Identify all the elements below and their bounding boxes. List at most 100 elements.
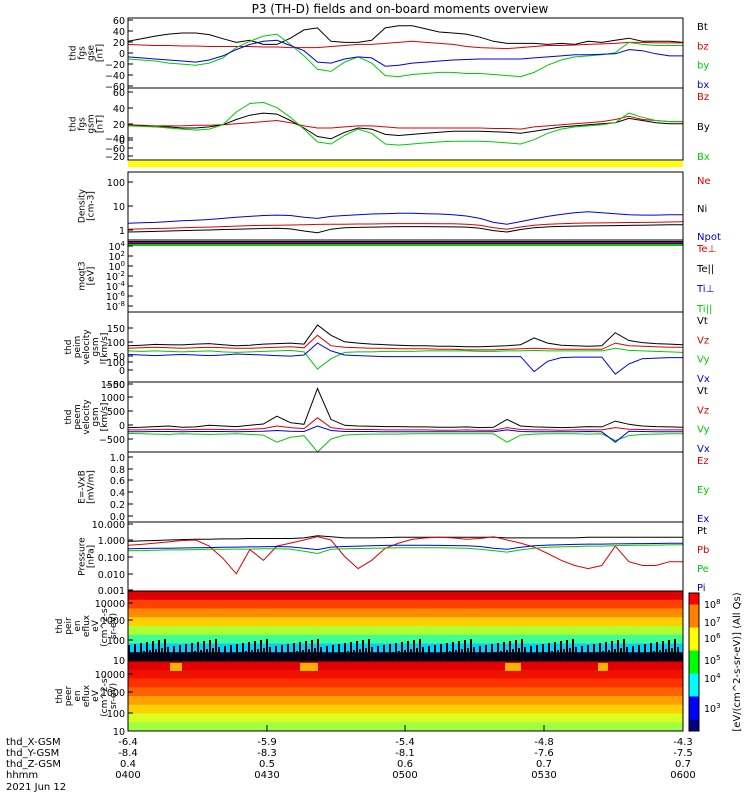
y-tick-label: 1.000 <box>98 536 125 547</box>
colorbar-segment <box>689 629 699 633</box>
colorbar-segment <box>689 599 699 603</box>
series-line-vx <box>127 342 683 375</box>
spectrogram-noise <box>485 645 487 661</box>
y-label-line: [mV/m] <box>87 470 97 504</box>
spectrogram-noise <box>128 645 130 661</box>
legend-vy: Vy <box>697 355 710 366</box>
spectrogram-noise <box>569 648 571 661</box>
spectrogram-noise <box>191 643 193 661</box>
legend-te⊥: Te⊥ <box>696 244 716 255</box>
spectrogram-noise <box>548 643 550 661</box>
spectrogram-noise <box>524 647 526 661</box>
y-tick-label: 10 <box>113 656 125 667</box>
y-tick-label: 100 <box>108 260 125 273</box>
spectrogram-noise <box>644 644 646 661</box>
spectrogram-noise <box>560 641 562 661</box>
spectrogram-noise <box>350 642 352 661</box>
spectrogram-noise <box>176 654 178 661</box>
colorbar-segment <box>689 698 699 702</box>
spectrogram-noise <box>146 642 148 661</box>
y-label-line: [nPa] <box>87 545 97 568</box>
spectrogram-noise <box>251 650 253 661</box>
colorbar-segment <box>689 657 699 661</box>
y-label-line: en <box>73 690 83 701</box>
spectrogram-noise <box>527 655 529 661</box>
y-tick-label: 20 <box>113 120 125 131</box>
figure-title: P3 (TH-D) fields and on-board moments ov… <box>252 2 549 16</box>
series-line-pi <box>127 542 683 551</box>
spectrogram-noise <box>212 648 214 661</box>
series-line-vy <box>127 347 684 370</box>
y-tick-label: 100 <box>107 338 125 349</box>
y-label-line: [km/s] <box>100 403 110 432</box>
spectrogram-noise <box>203 641 205 661</box>
spectrogram-noise <box>188 652 190 661</box>
spectrogram-noise <box>194 651 196 661</box>
legend-ti⊥: Ti⊥ <box>696 284 714 295</box>
y-label-line: thd <box>69 117 79 132</box>
y-tick-label: 104 <box>108 240 125 253</box>
spectrogram-noise <box>215 639 217 661</box>
y-label-line: sr-eV) <box>109 683 119 709</box>
series-line-vt <box>127 387 684 429</box>
y-tick-label: 60 <box>113 88 125 99</box>
panel-peir_spectrogram: 10000 1000 100 10 thd peir en eflux eV (cm^2-s-sr… <box>55 590 684 667</box>
spectrogram-noise <box>575 647 577 661</box>
spectrogram-noise <box>260 640 262 661</box>
y-tick-label: 10 <box>113 727 125 738</box>
y-label-line: fgs <box>78 46 88 60</box>
y-tick-label: −60 <box>105 82 125 93</box>
spectrogram-noise <box>542 644 544 661</box>
y-label-line: thd <box>55 689 65 704</box>
spectrogram-noise <box>158 640 160 661</box>
spectrogram-noise <box>140 643 142 661</box>
y-tick-label: 0.0 <box>110 512 125 523</box>
spectrogram-noise <box>218 647 220 661</box>
spectrogram-noise <box>599 643 601 661</box>
spectrogram-noise <box>620 648 622 661</box>
legend-ez: Ez <box>697 456 709 467</box>
spectrogram-band <box>128 713 683 723</box>
y-label-line: [eV] <box>87 267 97 286</box>
spectrogram-noise <box>668 640 670 661</box>
y-tick-label: 10-6 <box>106 290 126 303</box>
y-tick-label: 10000 <box>95 599 125 610</box>
spectrogram-band <box>128 599 683 609</box>
y-tick-label: 1000 <box>101 393 125 404</box>
colorbar-segment <box>689 717 699 720</box>
spectrogram-noise <box>647 652 649 661</box>
colorbar-segment <box>689 593 699 596</box>
spectrogram-noise <box>332 645 334 661</box>
series-line-bz <box>127 40 683 50</box>
spectrogram-noise <box>506 650 508 661</box>
spectrogram-noise <box>137 652 139 661</box>
spectrogram-noise <box>179 645 181 661</box>
colorbar-tick-label: 108 <box>704 598 721 611</box>
y-tick-label: 0 <box>119 136 125 147</box>
spectrogram-noise <box>167 647 169 661</box>
orbit-label: thd_Z-GSM <box>6 759 61 770</box>
panel-peer_spectrogram: 10000 1000 100 10 thd peer en eflux eV (cm^2-s-sr… <box>55 660 684 738</box>
spectrogram-noise <box>536 645 538 661</box>
legend-pt: Pt <box>697 526 707 537</box>
colorbar-segment <box>689 664 699 668</box>
spectrogram-band <box>128 634 683 644</box>
spectrogram-noise <box>278 654 280 661</box>
colorbar-segment <box>689 650 699 654</box>
colorbar-segment <box>689 714 699 718</box>
spectrogram-feature <box>170 663 182 671</box>
spectrogram-noise <box>590 653 592 661</box>
orbit-value: -6.4 <box>118 737 138 748</box>
spectrogram-noise <box>173 646 175 661</box>
spectrogram-noise <box>209 640 211 661</box>
series-line-by <box>127 33 683 78</box>
legend-te||: Te|| <box>696 264 714 275</box>
y-tick-label: 60 <box>113 16 125 27</box>
colorbar-segment <box>689 611 699 615</box>
spectrogram-noise <box>617 640 619 661</box>
spectrogram-noise <box>161 648 163 661</box>
spectrogram-noise <box>386 653 388 661</box>
